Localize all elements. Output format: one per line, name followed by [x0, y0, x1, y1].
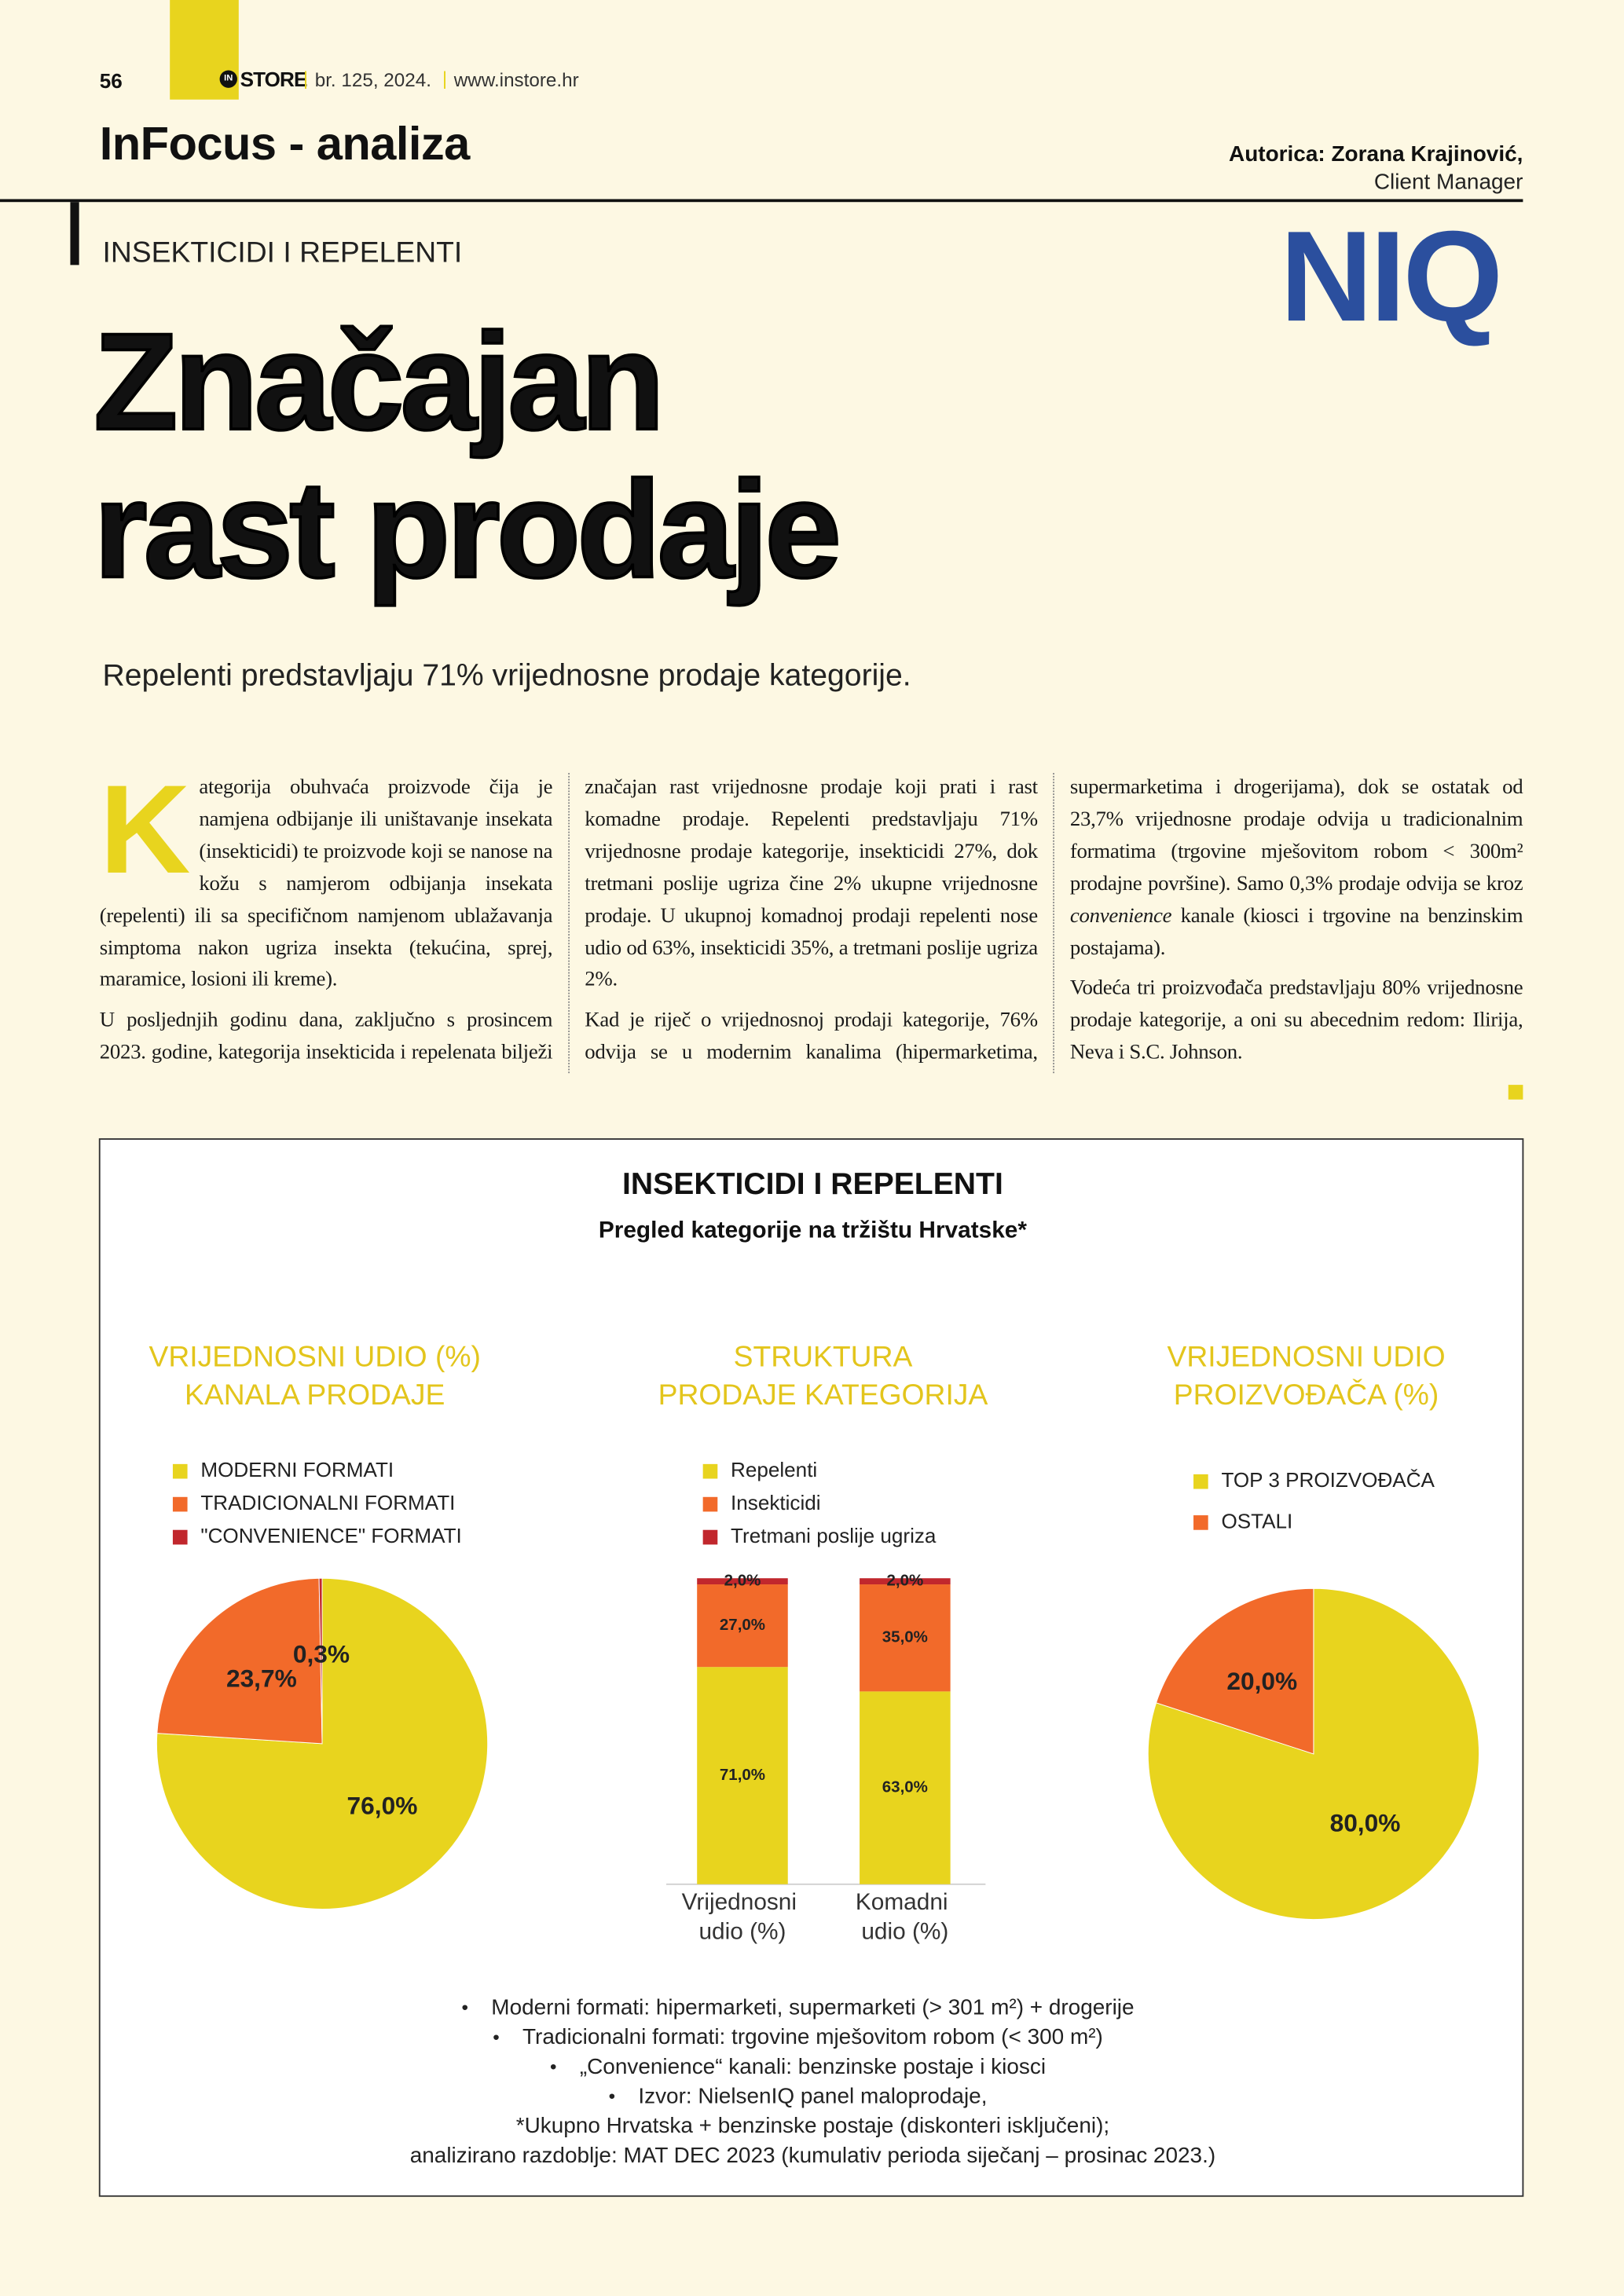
- data-label: 23,7%: [226, 1664, 297, 1693]
- legend-label: MODERNI FORMATI: [200, 1458, 394, 1481]
- footnote: Izvor: NielsenIQ panel maloprodaje,: [638, 2084, 987, 2108]
- legend-label: Repelenti: [731, 1458, 817, 1481]
- legend-swatch: [702, 1463, 718, 1479]
- legend-label: Tretmani poslije ugriza: [731, 1524, 937, 1547]
- lead: Repelenti predstavljaju 71% vrijednosne …: [102, 658, 911, 693]
- legend-label: OSTALI: [1221, 1509, 1292, 1532]
- page-number: 56: [99, 68, 123, 93]
- kicker-bar: [70, 202, 79, 265]
- bullet: •: [493, 2027, 499, 2048]
- pie-slice: [156, 1577, 489, 1910]
- bullet: •: [462, 1998, 468, 2019]
- bar-segment: [697, 1578, 788, 1585]
- data-label: 63,0%: [882, 1778, 928, 1796]
- data-label: 35,0%: [882, 1628, 928, 1646]
- data-label: 20,0%: [1226, 1667, 1297, 1695]
- data-label: 71,0%: [720, 1766, 765, 1784]
- text-run: Vodeća tri proizvođača predstavljaju 80%…: [1069, 977, 1523, 1065]
- header-rule: [0, 199, 1523, 203]
- headline-line: Značajan: [92, 304, 666, 459]
- data-label: 2,0%: [886, 1572, 923, 1590]
- bar-segment: [860, 1691, 951, 1884]
- x-tick-label: Komadni udio (%): [856, 1889, 955, 1944]
- headline: Značajan rast prodaje: [92, 304, 842, 606]
- footnote: Moderni formati: hipermarketi, supermark…: [491, 1995, 1134, 2020]
- end-mark: [1508, 1085, 1523, 1100]
- issue: br. 125, 2024.: [314, 68, 431, 91]
- brand-mark: IN: [219, 70, 237, 88]
- url[interactable]: www.instore.hr: [453, 68, 579, 91]
- pie-slice: [1155, 1587, 1314, 1755]
- chart-title: STRUKTURA: [734, 1339, 913, 1372]
- legend-label: TOP 3 PROIZVOĐAČA: [1221, 1468, 1435, 1492]
- bar-segment: [697, 1584, 788, 1668]
- paragraph: Vodeća tri proizvođača predstavljaju 80%…: [1070, 974, 1523, 1070]
- chart-title: VRIJEDNOSNI UDIO (%): [149, 1339, 481, 1372]
- kicker: INSEKTICIDI I REPELENTI: [102, 236, 463, 269]
- legend-label: Insekticidi: [731, 1491, 820, 1514]
- bullet: •: [609, 2086, 615, 2107]
- brand: STORE: [240, 67, 308, 91]
- headline-line: rast prodaje: [92, 452, 842, 606]
- chart-title: VRIJEDNOSNI UDIO: [1168, 1339, 1446, 1372]
- footnote: Tradicionalni formati: trgovine mješovit…: [522, 2024, 1103, 2049]
- data-label: 2,0%: [724, 1572, 761, 1590]
- data-label: 76,0%: [347, 1792, 418, 1820]
- legend-swatch: [172, 1463, 188, 1479]
- paragraph: U posljednjih godinu dana, zaključno s p…: [100, 773, 1038, 1073]
- pie-slice: [156, 1577, 323, 1745]
- separator: |: [442, 67, 448, 90]
- chart-title: KANALA PRODAJE: [185, 1378, 445, 1411]
- footnote: *Ukupno Hrvatska + benzinske postaje (di…: [516, 2113, 1109, 2137]
- data-label: 27,0%: [720, 1616, 765, 1634]
- legend-swatch: [1193, 1515, 1208, 1530]
- section-title: InFocus - analiza: [99, 117, 471, 170]
- logo: NIQ: [1280, 203, 1503, 349]
- chart-title: PROIZVOĐAČA (%): [1174, 1378, 1439, 1411]
- x-tick-label: Vrijednosni udio (%): [682, 1889, 804, 1944]
- bar-segment: [860, 1578, 951, 1585]
- text-run: U posljednjih godinu dana, zaključno s p…: [99, 775, 1038, 1065]
- data-label: 80,0%: [1330, 1809, 1401, 1837]
- footnote: „Convenience“ kanali: benzinske postaje …: [580, 2054, 1046, 2078]
- data-label: 0,3%: [293, 1640, 350, 1668]
- text-run: kanale (kiosci i trgovine na benzinskim …: [1069, 904, 1523, 960]
- emphasis: convenience: [1069, 904, 1172, 928]
- article-body: Kategorija obuhvaća proizvode čija je na…: [100, 760, 1523, 1073]
- paragraph: Kategorija obuhvaća proizvode čija je na…: [100, 760, 553, 998]
- pie-slice: [318, 1577, 323, 1744]
- footnote: analizirano razdoblje: MAT DEC 2023 (kum…: [410, 2143, 1215, 2167]
- infographic-title: INSEKTICIDI I REPELENTI: [622, 1167, 1003, 1201]
- bullet: •: [550, 2056, 556, 2078]
- legend-swatch: [172, 1529, 188, 1545]
- bar-segment: [860, 1584, 951, 1692]
- legend-label: "CONVENIENCE" FORMATI: [200, 1524, 461, 1547]
- chart-title: PRODAJE KATEGORIJA: [658, 1378, 988, 1411]
- legend-swatch: [702, 1496, 718, 1512]
- legend-swatch: [702, 1529, 718, 1545]
- paragraph: Kad je riječ o vrijednosnoj prodaji kate…: [585, 773, 1523, 1073]
- infographic-subtitle: Pregled kategorije na tržištu Hrvatske*: [599, 1217, 1028, 1243]
- legend-swatch: [172, 1496, 188, 1512]
- bar-segment: [697, 1667, 788, 1884]
- author-role: Client Manager: [1373, 170, 1523, 195]
- legend-swatch: [1193, 1474, 1208, 1489]
- author: Autorica: Zorana Krajinović,: [1229, 141, 1523, 167]
- separator: |: [302, 67, 309, 90]
- text-run: Kad je riječ o vrijednosnoj prodaji kate…: [585, 775, 1523, 1065]
- legend-label: TRADICIONALNI FORMATI: [200, 1491, 455, 1514]
